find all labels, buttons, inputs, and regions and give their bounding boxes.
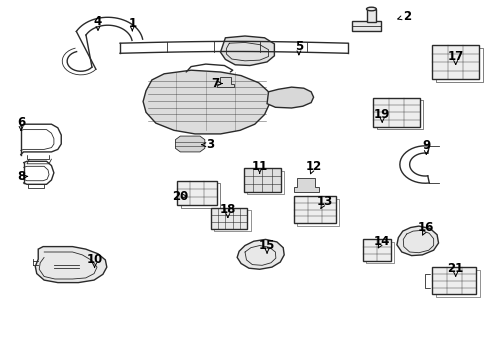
Text: 2: 2	[403, 10, 411, 23]
Bar	[177, 181, 217, 205]
Ellipse shape	[367, 7, 376, 11]
Polygon shape	[220, 36, 274, 66]
Text: 13: 13	[317, 195, 333, 208]
Text: 20: 20	[172, 190, 188, 203]
Polygon shape	[175, 136, 205, 152]
Text: 4: 4	[94, 15, 102, 28]
Text: 15: 15	[259, 239, 275, 252]
Text: 3: 3	[207, 138, 215, 151]
Text: 9: 9	[422, 139, 430, 152]
Text: 19: 19	[374, 108, 391, 121]
Text: 5: 5	[295, 40, 303, 53]
Bar	[363, 239, 391, 261]
Bar	[432, 45, 479, 79]
Bar	[367, 9, 376, 22]
Text: 11: 11	[251, 160, 268, 173]
Text: 1: 1	[128, 17, 136, 30]
Text: 17: 17	[447, 50, 464, 63]
Polygon shape	[237, 239, 284, 269]
Text: 10: 10	[86, 253, 103, 266]
Bar	[297, 199, 339, 226]
Bar	[373, 98, 420, 127]
Bar	[294, 196, 336, 223]
Text: 6: 6	[17, 116, 25, 129]
Bar	[377, 100, 423, 129]
Text: 7: 7	[212, 77, 220, 90]
Polygon shape	[397, 226, 439, 256]
Bar	[432, 267, 476, 294]
Text: 8: 8	[17, 170, 25, 183]
Bar	[352, 21, 381, 31]
Bar	[181, 183, 220, 208]
Text: 18: 18	[220, 203, 236, 216]
Text: 16: 16	[418, 221, 435, 234]
Bar	[211, 208, 247, 229]
Polygon shape	[217, 77, 234, 87]
Bar	[366, 242, 394, 263]
Polygon shape	[294, 178, 318, 192]
Text: 12: 12	[305, 160, 322, 173]
Bar	[436, 270, 480, 297]
Bar	[436, 48, 483, 82]
Bar	[214, 210, 251, 231]
Polygon shape	[143, 70, 270, 134]
Text: 14: 14	[374, 235, 391, 248]
Bar	[247, 171, 284, 194]
Polygon shape	[267, 87, 314, 108]
Polygon shape	[35, 247, 107, 283]
Bar	[244, 168, 281, 192]
Text: 21: 21	[447, 262, 464, 275]
